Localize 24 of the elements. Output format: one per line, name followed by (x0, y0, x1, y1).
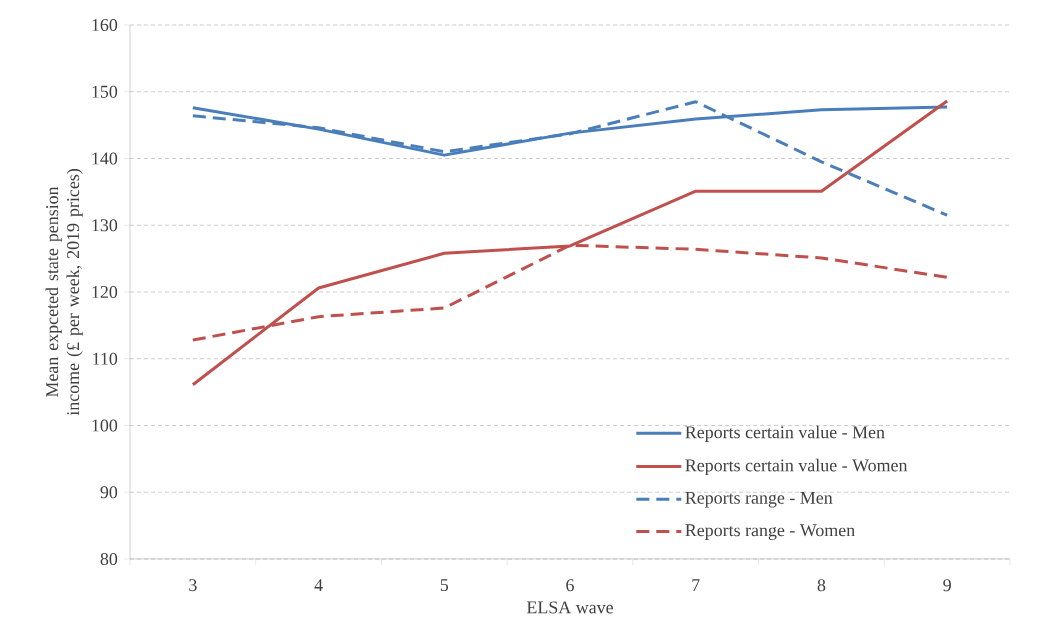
x-tick-label: 8 (817, 579, 826, 592)
y-axis-title: Mean expceted state pension income (£ per week, 2019 prices) (45, 169, 83, 416)
y-tick-label: 80 (100, 552, 118, 566)
x-tick-label: 6 (566, 579, 574, 592)
y-tick-label: 120 (92, 285, 118, 299)
x-tick-label: 4 (314, 579, 323, 591)
y-tick-label: 150 (92, 85, 118, 98)
x-axis-title: ELSA wave (526, 601, 613, 614)
y-tick-label: 90 (100, 486, 118, 499)
line-series (191, 100, 949, 217)
y-tick-label: 100 (92, 419, 118, 432)
y-tick-label: 110 (93, 352, 118, 365)
line-series (191, 99, 949, 387)
x-tick-label: 5 (440, 579, 449, 592)
y-tick-label: 130 (92, 219, 118, 232)
legend-label: Reports range - Men (685, 491, 833, 508)
y-tick-label: 140 (92, 152, 118, 165)
x-tick-label: 3 (189, 579, 197, 592)
x-tick-label: 7 (692, 579, 700, 591)
legend-label: Reports certain value - Men (685, 425, 885, 442)
legend-label: Reports range - Women (685, 524, 855, 540)
y-tick-label: 160 (92, 18, 118, 32)
legend-label: Reports certain value - Women (685, 458, 908, 476)
x-tick-label: 9 (943, 579, 951, 592)
